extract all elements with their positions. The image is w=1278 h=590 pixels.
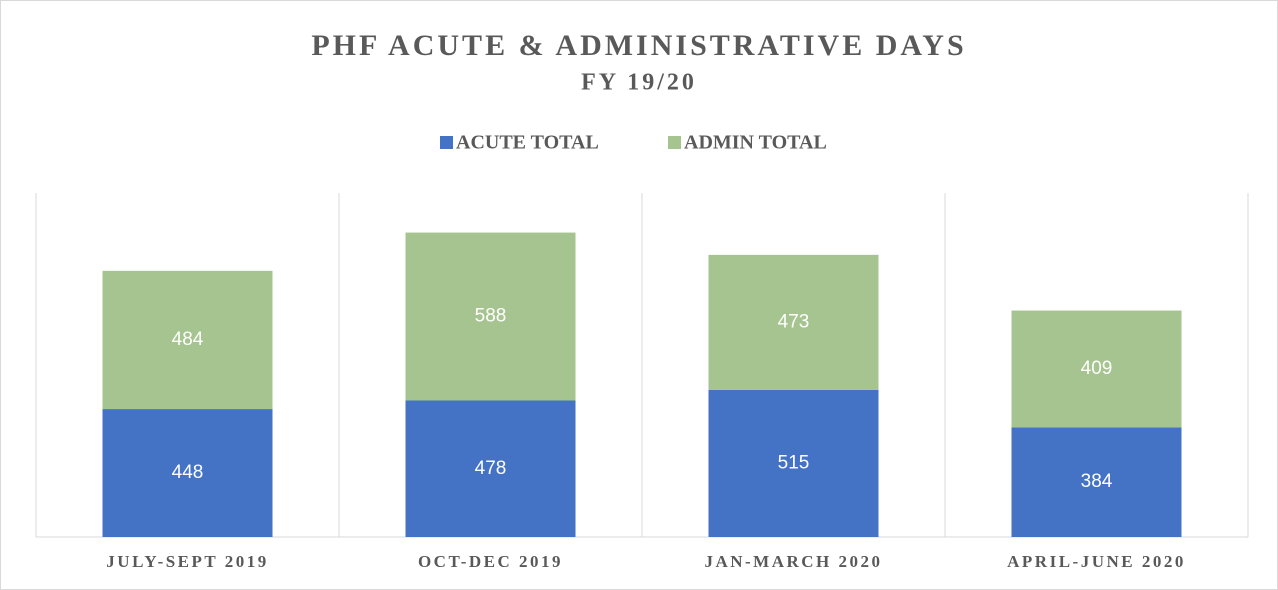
legend-label: ACUTE TOTAL (456, 132, 599, 154)
data-label: 478 (475, 458, 507, 479)
legend-label: ADMIN TOTAL (684, 132, 827, 154)
data-label: 384 (1081, 471, 1113, 492)
data-label: 515 (778, 452, 810, 473)
x-tick-label: OCT-DEC 2019 (418, 552, 563, 571)
data-label: 409 (1081, 358, 1113, 379)
bar-segment (708, 389, 879, 537)
bar-segment (102, 409, 273, 537)
chart-subtitle: FY 19/20 (581, 70, 697, 96)
bar-segment (405, 400, 576, 537)
bar-segment (405, 232, 576, 401)
bar-segment (102, 270, 273, 410)
data-label: 448 (172, 462, 204, 483)
data-label: 588 (475, 306, 507, 327)
chart-title: PHF ACUTE & ADMINISTRATIVE DAYS (311, 29, 966, 62)
data-label: 473 (778, 311, 810, 332)
legend-swatch (440, 136, 453, 149)
x-tick-label: JULY-SEPT 2019 (106, 552, 268, 571)
x-tick-label: JAN-MARCH 2020 (704, 552, 882, 571)
bar-segment (1011, 427, 1182, 537)
x-tick-label: APRIL-JUNE 2020 (1007, 552, 1186, 571)
legend-swatch (668, 136, 681, 149)
data-label: 484 (172, 329, 204, 350)
bar-segment (708, 254, 879, 390)
bar-segment (1011, 310, 1182, 428)
